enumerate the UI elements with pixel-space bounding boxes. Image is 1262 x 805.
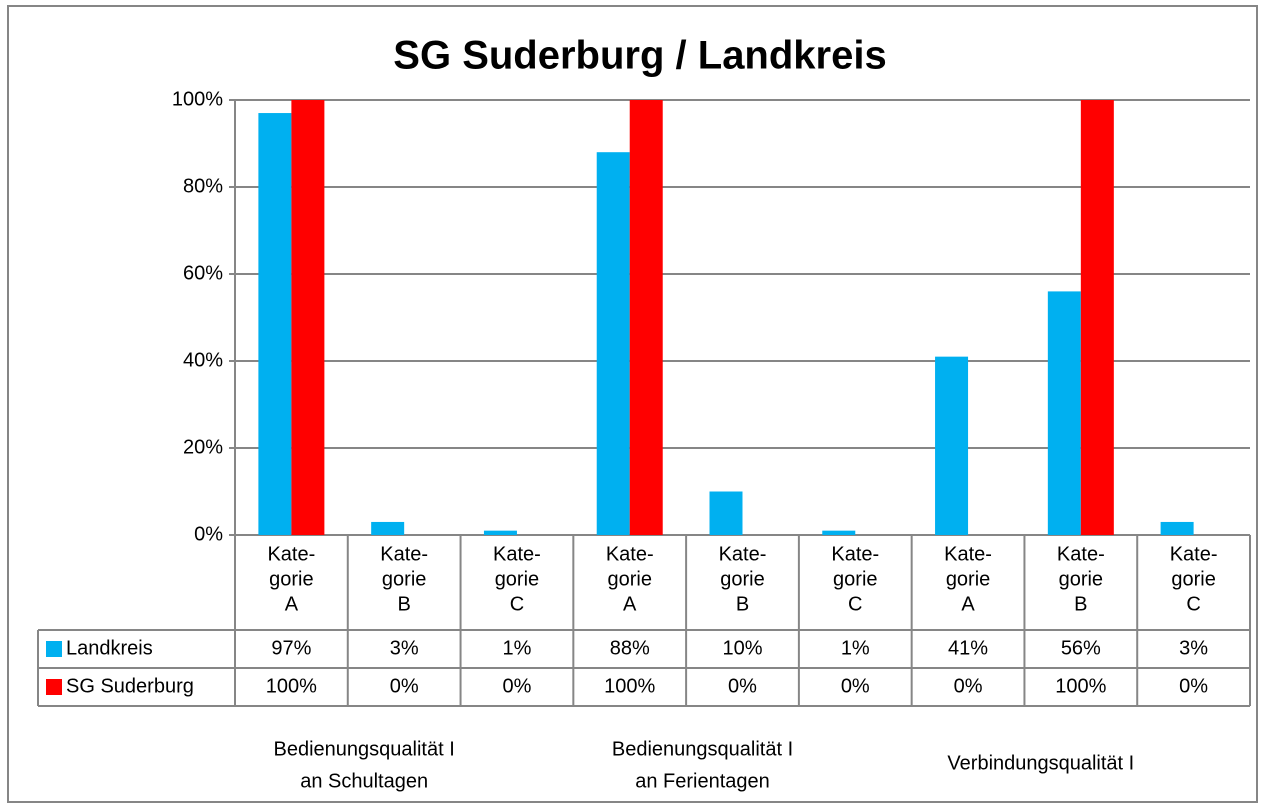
bar xyxy=(258,113,292,536)
bar xyxy=(483,530,517,535)
x-tick-label: B xyxy=(1074,593,1087,615)
x-tick-label: gorie xyxy=(495,568,539,590)
x-tick-label: Kate- xyxy=(380,543,428,565)
x-tick-label: A xyxy=(623,593,637,615)
group-label: Bedienungsqualität I xyxy=(612,738,793,760)
table-value: 41% xyxy=(948,637,988,659)
bar xyxy=(629,100,663,535)
x-tick-label: A xyxy=(961,593,975,615)
table-value: 0% xyxy=(1179,675,1208,697)
x-tick-label: gorie xyxy=(382,568,426,590)
bar xyxy=(709,491,743,535)
table-value: 100% xyxy=(1055,675,1106,697)
y-tick-label: 100% xyxy=(172,88,223,110)
x-tick-label: Kate- xyxy=(944,543,992,565)
table-value: 56% xyxy=(1061,637,1101,659)
x-tick-label: Kate- xyxy=(606,543,654,565)
table-value: 3% xyxy=(390,637,419,659)
x-tick-label: gorie xyxy=(1059,568,1103,590)
table-value: 10% xyxy=(722,637,762,659)
bar xyxy=(1160,521,1194,535)
table-value: 0% xyxy=(390,675,419,697)
table-value: 0% xyxy=(841,675,870,697)
x-tick-label: gorie xyxy=(1171,568,1215,590)
x-tick-label: Kate- xyxy=(267,543,315,565)
table-value: 100% xyxy=(266,675,317,697)
bar xyxy=(371,521,405,535)
legend-label: SG Suderburg xyxy=(66,675,194,697)
x-tick-label: Kate- xyxy=(1057,543,1105,565)
x-tick-label: gorie xyxy=(607,568,651,590)
y-tick-label: 80% xyxy=(183,175,223,197)
x-tick-label: Kate- xyxy=(493,543,541,565)
x-tick-label: gorie xyxy=(946,568,990,590)
x-tick-label: gorie xyxy=(833,568,877,590)
x-tick-label: gorie xyxy=(269,568,313,590)
table-value: 100% xyxy=(604,675,655,697)
table-value: 0% xyxy=(728,675,757,697)
bar xyxy=(596,152,630,535)
group-label: Bedienungsqualität I xyxy=(274,738,455,760)
x-tick-label: gorie xyxy=(720,568,764,590)
table-value: 1% xyxy=(841,637,870,659)
x-tick-label: Kate- xyxy=(719,543,767,565)
bar xyxy=(1047,291,1081,535)
table-value: 3% xyxy=(1179,637,1208,659)
legend-swatch xyxy=(46,641,62,657)
x-tick-label: B xyxy=(736,593,749,615)
table-value: 0% xyxy=(502,675,531,697)
y-tick-label: 0% xyxy=(194,523,223,545)
x-tick-label: A xyxy=(285,593,299,615)
x-tick-label: Kate- xyxy=(831,543,879,565)
bar xyxy=(1080,100,1114,535)
table-value: 88% xyxy=(610,637,650,659)
x-tick-label: C xyxy=(848,593,862,615)
chart-title: SG Suderburg / Landkreis xyxy=(393,34,886,78)
y-tick-label: 20% xyxy=(183,436,223,458)
bar xyxy=(935,356,969,535)
x-tick-label: C xyxy=(1186,593,1200,615)
table-value: 1% xyxy=(502,637,531,659)
group-label: an Ferientagen xyxy=(635,770,770,792)
group-label: an Schultagen xyxy=(300,770,428,792)
table-value: 0% xyxy=(954,675,983,697)
x-tick-label: Kate- xyxy=(1170,543,1218,565)
y-tick-label: 60% xyxy=(183,262,223,284)
legend-label: Landkreis xyxy=(66,637,153,659)
group-label: Verbindungsqualität I xyxy=(947,752,1134,774)
y-tick-label: 40% xyxy=(183,349,223,371)
bar xyxy=(822,530,856,535)
x-tick-label: B xyxy=(397,593,410,615)
bar xyxy=(291,100,325,535)
legend-swatch xyxy=(46,679,62,695)
x-tick-label: C xyxy=(510,593,524,615)
table-value: 97% xyxy=(271,637,311,659)
